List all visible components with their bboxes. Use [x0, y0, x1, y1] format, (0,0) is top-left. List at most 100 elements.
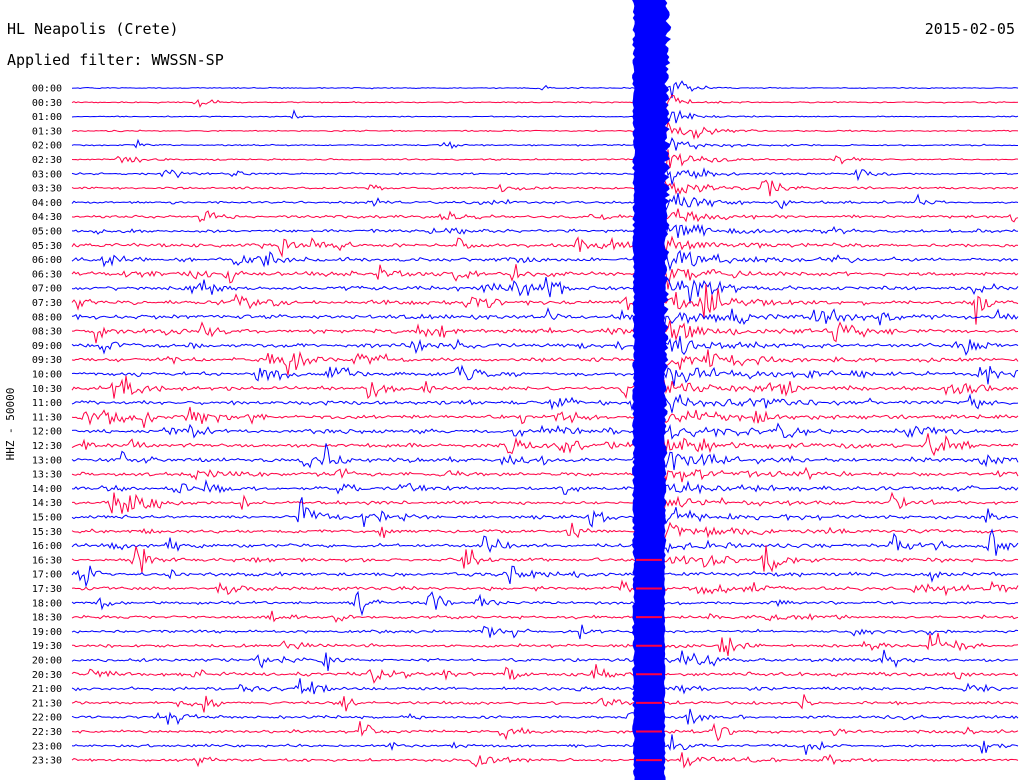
time-label: 09:30	[32, 355, 62, 366]
date-label: 2015-02-05	[924, 20, 1015, 38]
trace-0900	[71, 335, 1019, 356]
time-label: 12:00	[32, 427, 62, 438]
trace-1530	[71, 521, 1019, 542]
time-label: 21:30	[32, 698, 62, 709]
time-label: 02:30	[32, 155, 62, 166]
trace-1830	[71, 610, 1019, 624]
trace-0400	[71, 192, 1019, 212]
trace-0100	[71, 109, 1019, 129]
trace-1600	[71, 528, 1019, 556]
trace-0330	[71, 176, 1019, 197]
trace-0230	[71, 149, 1019, 171]
time-label: 20:00	[32, 656, 62, 667]
time-label: 16:00	[32, 541, 62, 552]
time-label: 21:00	[32, 684, 62, 695]
time-label: 13:30	[32, 470, 62, 481]
time-label: 14:30	[32, 498, 62, 509]
trace-2030	[71, 664, 1019, 684]
trace-0830	[72, 319, 1019, 344]
trace-1300	[71, 443, 1019, 471]
time-axis: 00:00 00:30 01:00 01:30 02:00 02:30 03:00 03:30…	[32, 84, 62, 767]
time-label: 17:30	[32, 584, 62, 595]
time-label: 04:00	[32, 198, 62, 209]
trace-1500	[71, 497, 1019, 528]
time-label: 03:30	[32, 184, 62, 195]
time-label: 23:00	[32, 741, 62, 752]
time-label: 04:30	[32, 212, 62, 223]
trace-0930	[71, 349, 1019, 376]
time-label: 05:00	[32, 227, 62, 238]
time-label: 10:30	[32, 384, 62, 395]
trace-0130	[71, 120, 1019, 140]
trace-0630	[71, 264, 1019, 290]
time-label: 20:30	[32, 670, 62, 681]
time-label: 14:00	[32, 484, 62, 495]
earthquake-burst	[632, 0, 672, 780]
trace-0200	[71, 137, 1018, 152]
time-label: 08:30	[32, 327, 62, 338]
time-label: 03:00	[32, 169, 62, 180]
trace-1930	[72, 633, 1019, 659]
time-label: 15:30	[32, 527, 62, 538]
trace-0530	[71, 235, 1019, 258]
trace-1730	[71, 579, 1019, 597]
trace-0000	[71, 80, 1019, 99]
earthquake-band-edge	[632, 0, 672, 780]
trace-0700	[71, 275, 1019, 304]
time-label: 08:00	[32, 312, 62, 323]
filter-label: Applied filter: WWSSN-SP	[7, 51, 224, 69]
trace-1100	[71, 393, 1019, 413]
trace-2100	[71, 678, 1019, 695]
time-label: 22:30	[32, 727, 62, 738]
time-label: 05:30	[32, 241, 62, 252]
time-label: 07:00	[32, 284, 62, 295]
time-label: 15:00	[32, 513, 62, 524]
time-label: 11:30	[32, 412, 62, 423]
time-label: 17:00	[32, 570, 62, 581]
trace-1700	[71, 565, 1019, 588]
time-label: 01:30	[32, 126, 62, 137]
trace-2300	[71, 734, 1019, 755]
trace-2000	[71, 649, 1018, 671]
time-label: 22:00	[32, 713, 62, 724]
time-label: 18:30	[32, 613, 62, 624]
trace-group	[71, 80, 1019, 769]
time-label: 06:30	[32, 269, 62, 280]
trace-0800	[71, 307, 1019, 331]
trace-2200	[71, 708, 1019, 726]
trace-0730	[71, 284, 1019, 325]
time-label: 09:00	[32, 341, 62, 352]
time-label: 13:00	[32, 455, 62, 466]
trace-1900	[71, 624, 1019, 640]
trace-2230	[71, 721, 1019, 742]
trace-1000	[71, 364, 1019, 387]
time-label: 00:00	[32, 84, 62, 95]
time-label: 23:30	[32, 756, 62, 767]
trace-1200	[71, 422, 1019, 440]
time-label: 07:30	[32, 298, 62, 309]
trace-1330	[71, 466, 1019, 483]
trace-2130	[71, 694, 1019, 713]
trace-0500	[71, 223, 1019, 241]
trace-1230	[71, 433, 1018, 457]
time-label: 19:30	[32, 641, 62, 652]
time-label: 00:30	[32, 98, 62, 109]
time-label: 11:00	[32, 398, 62, 409]
trace-1630	[71, 545, 1019, 573]
trace-0600	[71, 249, 1019, 272]
trace-1130	[71, 406, 1019, 428]
time-label: 12:30	[32, 441, 62, 452]
trace-1400	[71, 479, 1019, 495]
time-label: 19:00	[32, 627, 62, 638]
trace-2330	[71, 752, 1019, 769]
trace-1430	[71, 491, 1019, 514]
time-label: 06:00	[32, 255, 62, 266]
trace-0430	[71, 208, 1019, 223]
trace-1800	[71, 590, 1019, 617]
time-label: 18:00	[32, 598, 62, 609]
trace-0030	[71, 94, 1019, 111]
trace-1030	[71, 375, 1019, 400]
station-title: HL Neapolis (Crete)	[7, 20, 179, 38]
time-label: 16:30	[32, 555, 62, 566]
